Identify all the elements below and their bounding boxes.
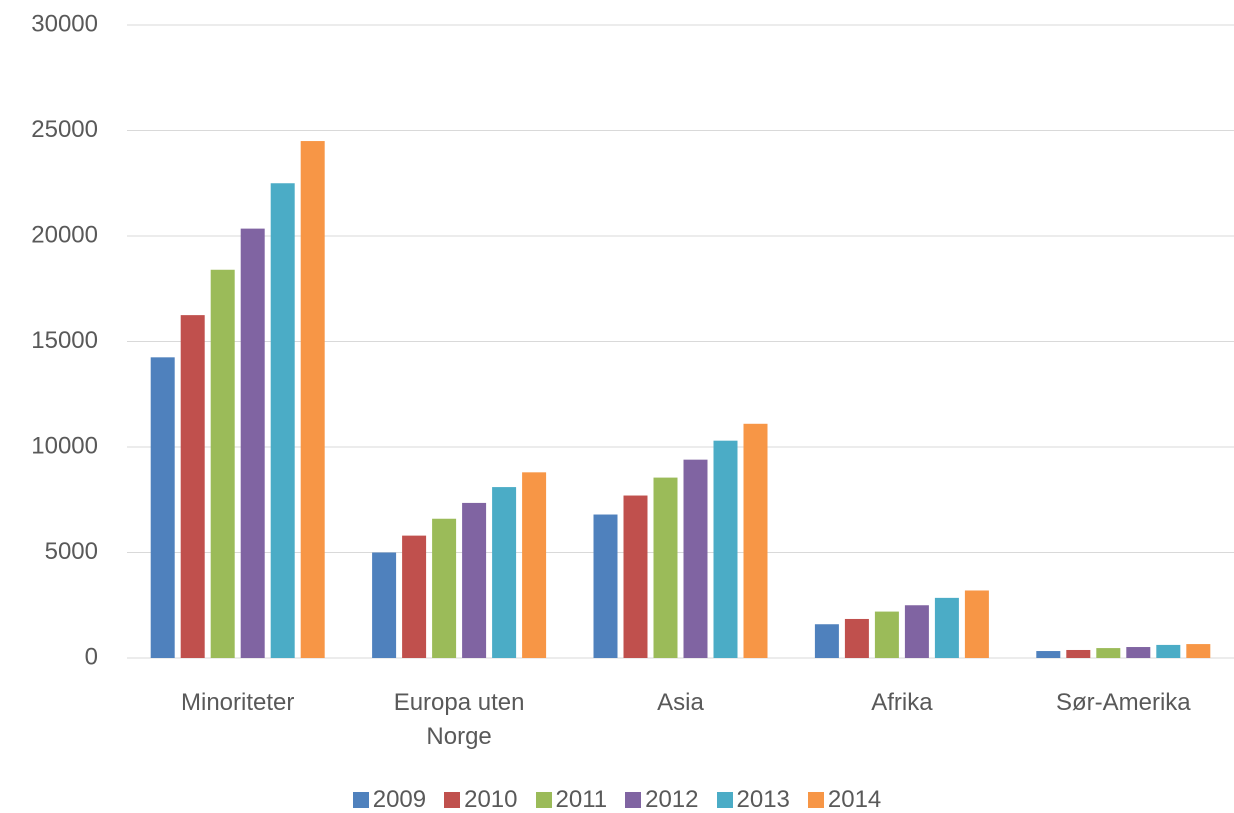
legend-label: 2009 [372, 786, 427, 813]
legend: 2009 2010 2011 2012 2013 2014 [0, 786, 1234, 813]
bar [240, 228, 265, 659]
legend-swatch [625, 792, 642, 808]
bar [743, 423, 768, 658]
y-tick-label: 5000 [45, 538, 98, 565]
bar [210, 269, 235, 658]
x-tick-label: Minoriteter [181, 689, 295, 716]
legend-item: 2011 [535, 786, 608, 813]
legend-swatch [444, 792, 461, 808]
bar [180, 315, 205, 658]
bar [372, 552, 397, 658]
legend-label: 2011 [555, 786, 608, 813]
bar [653, 477, 678, 658]
bar [713, 440, 738, 658]
y-tick-label: 25000 [31, 116, 98, 143]
bar [874, 611, 899, 658]
bar [1036, 651, 1061, 658]
legend-swatch [716, 792, 733, 808]
legend-label: 2014 [827, 786, 882, 813]
bar [402, 535, 427, 658]
x-tick-label: Afrika [871, 689, 933, 716]
bar [814, 624, 839, 658]
bar [462, 502, 487, 658]
legend-label: 2012 [645, 786, 699, 813]
bar [432, 518, 457, 658]
bar [1126, 647, 1151, 658]
legend-label: 2013 [736, 786, 790, 813]
legend-item: 2010 [444, 786, 518, 813]
legend-item: 2014 [807, 786, 882, 813]
bar [300, 141, 325, 659]
bar [964, 590, 989, 658]
legend-label: 2010 [464, 786, 518, 813]
bar [593, 514, 618, 658]
legend-swatch [807, 792, 824, 808]
bar [270, 183, 295, 658]
bar [844, 618, 869, 658]
bar [1066, 649, 1091, 658]
bar [522, 472, 547, 658]
bar [904, 605, 929, 658]
x-tick-label: Asia [657, 689, 704, 716]
x-tick-label: Sør-Amerika [1055, 689, 1191, 716]
legend-item: 2012 [625, 786, 699, 813]
y-tick-label: 0 [85, 643, 98, 670]
x-tick-label: Europa uten Norge [393, 689, 525, 750]
legend-swatch [535, 792, 552, 808]
y-tick-label: 10000 [31, 432, 98, 459]
y-tick-label: 20000 [31, 221, 98, 248]
bar [1186, 644, 1211, 658]
bar [150, 357, 175, 658]
bar [1156, 644, 1181, 658]
y-tick-label: 15000 [31, 327, 98, 354]
bar [934, 597, 959, 658]
legend-item: 2013 [716, 786, 790, 813]
legend-swatch [352, 792, 369, 808]
bar [623, 495, 648, 658]
legend-item: 2009 [352, 786, 427, 813]
bar [492, 487, 517, 658]
y-tick-label: 30000 [31, 10, 98, 37]
bar [683, 459, 708, 658]
bar [1096, 648, 1121, 658]
